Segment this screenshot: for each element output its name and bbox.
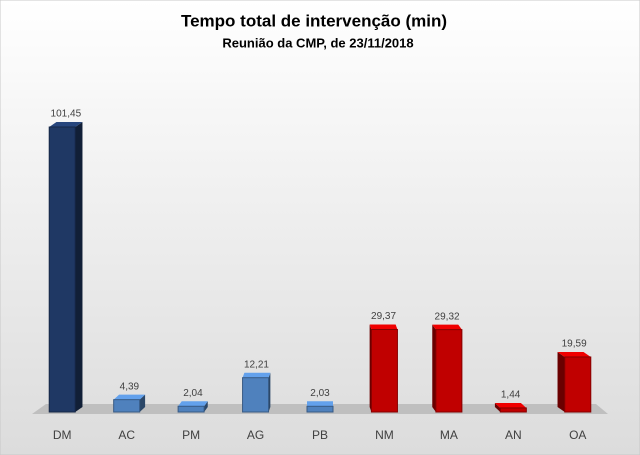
x-tick-label: PM bbox=[182, 428, 200, 442]
bar-top bbox=[113, 394, 146, 400]
bar-top bbox=[178, 401, 208, 407]
value-label: 29,32 bbox=[435, 311, 460, 322]
bar-top bbox=[242, 372, 271, 378]
bar-side bbox=[432, 324, 436, 412]
x-tick-label: PB bbox=[312, 428, 328, 442]
bar-side bbox=[494, 402, 501, 412]
x-tick-label: NM bbox=[375, 428, 394, 442]
x-tick-label: AC bbox=[118, 428, 135, 442]
bar-top bbox=[49, 122, 83, 127]
chart-title: Tempo total de intervenção (min) bbox=[181, 11, 447, 30]
value-label: 4,39 bbox=[120, 381, 140, 392]
x-tick-label: DM bbox=[53, 428, 72, 442]
bar-side bbox=[75, 122, 83, 412]
x-tick-label: AN bbox=[505, 428, 522, 442]
value-label: 29,37 bbox=[371, 311, 396, 322]
bar bbox=[370, 328, 398, 413]
bar-top bbox=[494, 402, 527, 408]
value-label: 2,03 bbox=[310, 388, 330, 399]
x-tick-label: MA bbox=[440, 428, 458, 442]
bar-top bbox=[557, 351, 591, 357]
bar bbox=[242, 377, 270, 413]
bar-side bbox=[204, 401, 208, 412]
bar bbox=[177, 405, 205, 413]
bar bbox=[306, 405, 334, 413]
value-label: 1,44 bbox=[501, 390, 521, 401]
bar-side bbox=[557, 351, 565, 412]
x-tick-label: OA bbox=[569, 428, 586, 442]
bar-top bbox=[432, 324, 462, 330]
x-tick-label: AG bbox=[247, 428, 264, 442]
value-label: 2,04 bbox=[183, 388, 203, 399]
value-label: 12,21 bbox=[244, 359, 269, 370]
value-label: 19,59 bbox=[562, 339, 587, 350]
value-label: 101,45 bbox=[51, 109, 82, 120]
bar bbox=[48, 126, 76, 413]
bar bbox=[435, 329, 463, 413]
bar-side bbox=[139, 394, 146, 412]
bar-top bbox=[369, 324, 398, 330]
bar bbox=[113, 399, 141, 413]
bar bbox=[499, 407, 527, 413]
bar bbox=[564, 356, 592, 413]
chart-subtitle: Reunião da CMP, de 23/11/2018 bbox=[222, 35, 413, 50]
bar-top bbox=[307, 401, 333, 407]
